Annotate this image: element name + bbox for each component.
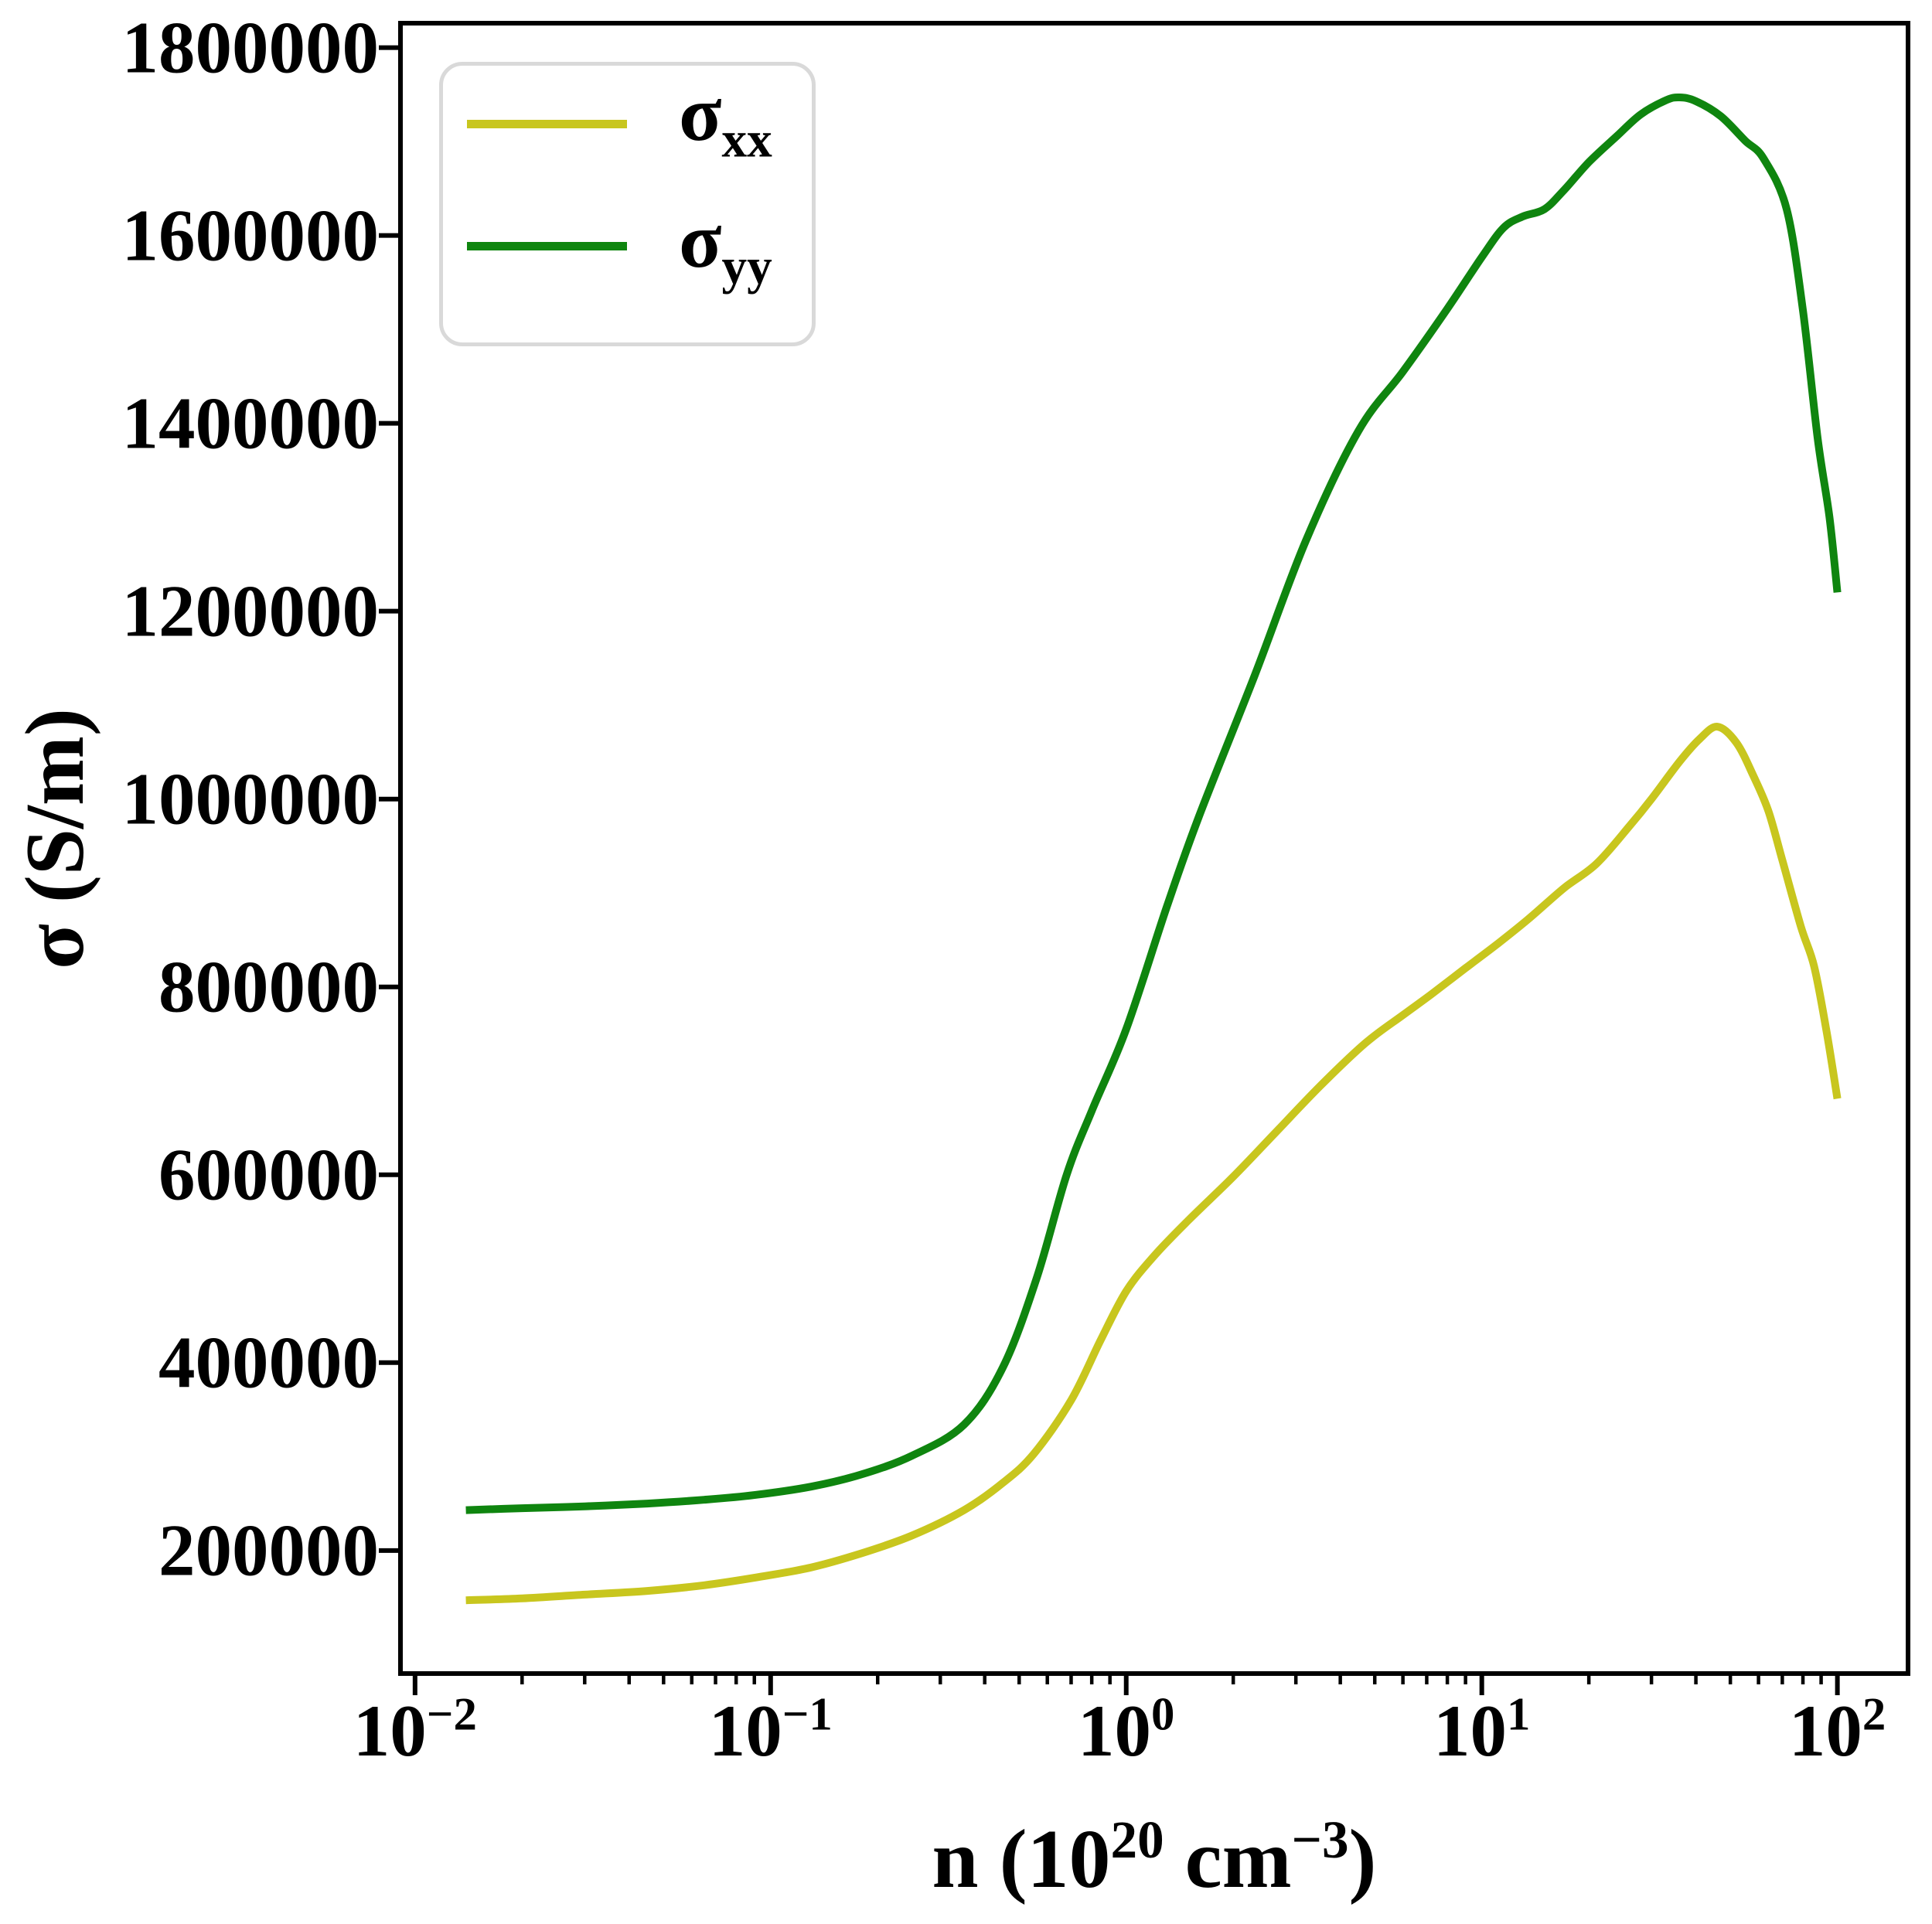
x-tick-base: 10 bbox=[1433, 1690, 1507, 1772]
x-tick-base: 10 bbox=[353, 1690, 427, 1772]
x-axis-label-exponent2: −3 bbox=[1291, 1809, 1349, 1869]
x-tick-exponent: −2 bbox=[426, 1688, 477, 1741]
x-tick-exponent: 2 bbox=[1862, 1688, 1886, 1741]
x-tick-label: 10−2 bbox=[353, 1691, 477, 1768]
x-tick-exponent: 1 bbox=[1506, 1688, 1531, 1741]
y-axis-label: σ (S/m) bbox=[9, 708, 101, 969]
x-tick-exponent: −1 bbox=[782, 1688, 833, 1741]
y-tick-label: 200000 bbox=[158, 1509, 379, 1592]
x-axis-label-prefix: n (10 bbox=[932, 1813, 1111, 1905]
x-tick-base: 10 bbox=[708, 1690, 782, 1772]
x-tick-exponent: 0 bbox=[1151, 1688, 1175, 1741]
y-tick-label: 1000000 bbox=[121, 758, 380, 840]
legend-line-sigma-yy bbox=[467, 242, 627, 250]
x-tick-base: 10 bbox=[1788, 1690, 1862, 1772]
legend-label-sigma-yy: σyy bbox=[679, 202, 772, 293]
x-axis-label-mid: cm bbox=[1164, 1813, 1292, 1905]
plot-frame bbox=[398, 21, 1910, 1676]
legend bbox=[439, 62, 816, 346]
x-tick-base: 10 bbox=[1078, 1690, 1152, 1772]
sigma-xx-subscript: xx bbox=[721, 112, 772, 169]
sigma-yy-subscript: yy bbox=[721, 239, 772, 295]
x-tick-label: 100 bbox=[1078, 1691, 1174, 1768]
legend-label-sigma-xx: σxx bbox=[679, 75, 772, 166]
sigma-symbol: σ bbox=[679, 70, 722, 158]
x-axis-label-exponent: 20 bbox=[1110, 1809, 1164, 1869]
y-tick-label: 800000 bbox=[158, 945, 379, 1028]
y-tick-label: 600000 bbox=[158, 1133, 379, 1216]
sigma-xx-curve bbox=[465, 723, 1842, 1605]
y-tick-label: 1400000 bbox=[121, 382, 380, 465]
legend-line-sigma-xx bbox=[467, 120, 627, 128]
y-tick-label: 1800000 bbox=[121, 6, 380, 89]
y-tick-label: 1200000 bbox=[121, 570, 380, 652]
x-tick-label: 102 bbox=[1789, 1691, 1886, 1768]
x-tick-label: 101 bbox=[1433, 1691, 1530, 1768]
x-axis-label-suffix: ) bbox=[1348, 1813, 1377, 1905]
x-tick-label: 10−1 bbox=[709, 1691, 833, 1768]
sigma-yy-curve bbox=[465, 93, 1842, 1514]
x-axis-label: n (1020 cm−3) bbox=[932, 1813, 1377, 1902]
y-tick-label: 1600000 bbox=[121, 194, 380, 277]
y-tick-label: 400000 bbox=[158, 1321, 379, 1404]
sigma-symbol: σ bbox=[679, 197, 722, 284]
